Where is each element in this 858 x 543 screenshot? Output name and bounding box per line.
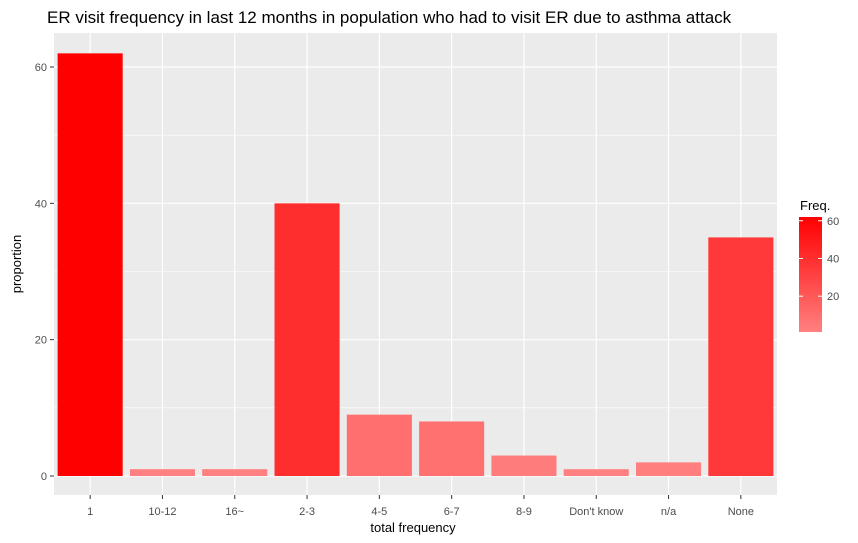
legend-title: Freq. (800, 198, 830, 213)
bar-n/a (636, 462, 702, 476)
bar-1 (57, 53, 123, 476)
chart-title: ER visit frequency in last 12 months in … (47, 8, 732, 27)
y-tick-label: 0 (41, 471, 47, 483)
bar-6-7 (419, 421, 485, 476)
legend-colorbar (799, 217, 822, 332)
x-tick-label: 10-12 (148, 506, 176, 518)
legend-label: 60 (827, 216, 839, 228)
plot-panel (54, 33, 777, 495)
legend-label: 20 (827, 291, 839, 303)
x-tick-label: None (728, 506, 754, 518)
x-axis-title: total frequency (370, 520, 456, 535)
legend-ticks: 20 40 60 (799, 216, 839, 303)
x-tick-label: 1 (87, 506, 93, 518)
y-axis: 0 20 40 60 (35, 62, 54, 483)
y-tick-label: 60 (35, 62, 47, 74)
bar-None (708, 237, 774, 476)
bars (57, 53, 774, 477)
y-axis-title: proportion (9, 235, 24, 294)
x-axis: 1 10-12 16~ 2-3 4-5 6-7 8-9 Don't know n/a None (87, 495, 754, 518)
color-legend: Freq. 20 40 60 (799, 198, 839, 332)
x-tick-label: 6-7 (444, 506, 460, 518)
y-tick-label: 20 (35, 335, 47, 347)
x-tick-label: 4-5 (371, 506, 387, 518)
legend-label: 40 (827, 253, 839, 265)
bar-10-12 (129, 469, 195, 476)
minor-gridlines (54, 134, 777, 409)
bar-4-5 (346, 414, 412, 476)
bar-Don't know (563, 469, 629, 476)
x-tick-label: Don't know (569, 506, 623, 518)
y-tick-label: 40 (35, 198, 47, 210)
x-tick-label: n/a (661, 506, 677, 518)
bar-16~ (202, 469, 268, 476)
bar-8-9 (491, 455, 557, 476)
x-tick-label: 16~ (225, 506, 244, 518)
x-tick-label: 8-9 (516, 506, 532, 518)
x-tick-label: 2-3 (299, 506, 315, 518)
bar-2-3 (274, 203, 340, 477)
